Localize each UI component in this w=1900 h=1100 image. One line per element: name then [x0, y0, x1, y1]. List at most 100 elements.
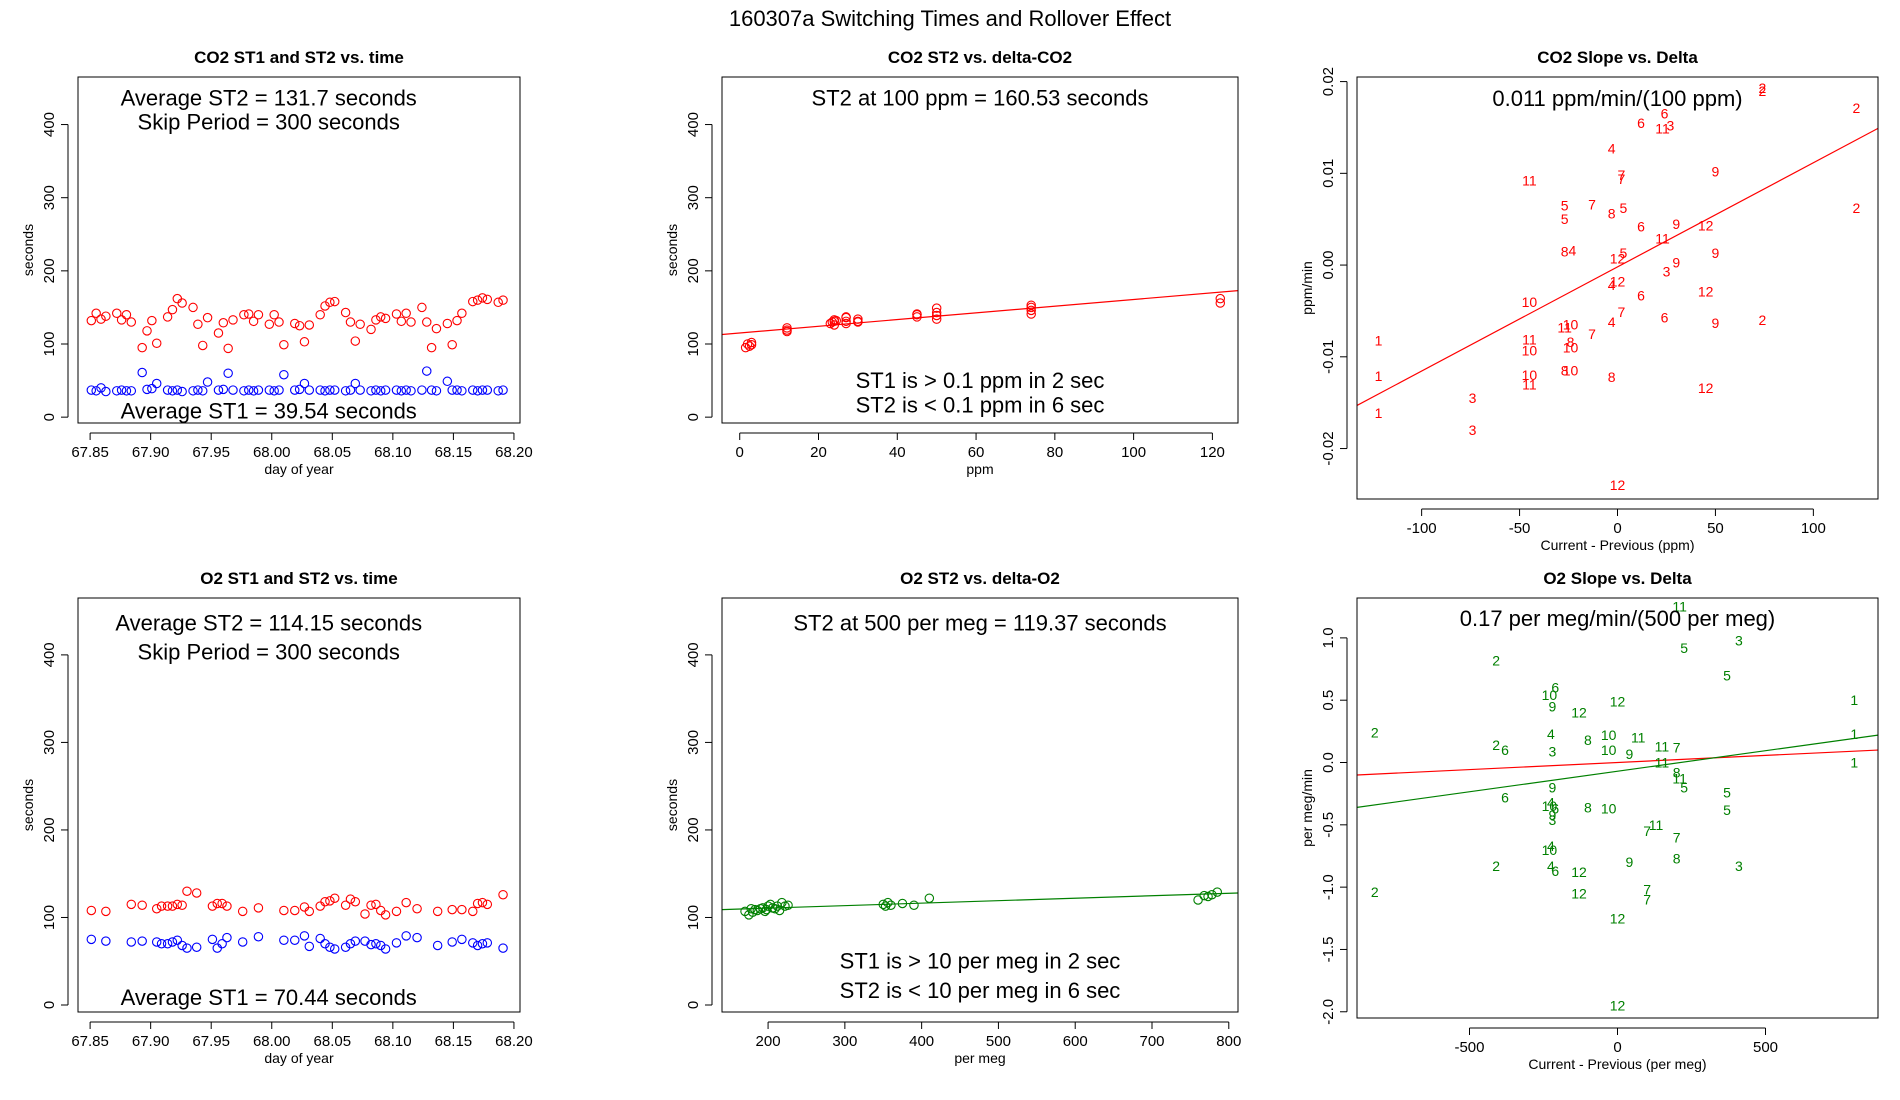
data-point [86, 385, 97, 395]
data-point [770, 903, 780, 914]
fit-line [1357, 127, 1878, 406]
series-st1 [86, 931, 508, 954]
data-point [315, 309, 325, 320]
point-label: 4 [1569, 242, 1577, 258]
data-point [147, 383, 157, 394]
data-point [228, 385, 238, 395]
point-label: 7 [1643, 882, 1651, 898]
point-label: 12 [1610, 251, 1626, 267]
point-label: 9 [1548, 807, 1556, 823]
point-label: 4 [1547, 794, 1555, 810]
x-tick-label: 500 [986, 1033, 1011, 1050]
point-label: 8 [1561, 243, 1569, 259]
series-st2 [86, 886, 508, 920]
point-label: 3 [1735, 632, 1743, 648]
point-label: 12 [1571, 864, 1587, 880]
data-point [237, 937, 248, 947]
data-point [269, 309, 279, 320]
x-axis-label: day of year [264, 461, 334, 477]
y-tick-label: 200 [41, 817, 58, 842]
y-tick-label: 400 [685, 112, 702, 137]
data-point [315, 385, 325, 395]
data-point [412, 932, 422, 943]
point-label: 10 [1542, 842, 1558, 858]
point-label: 6 [1551, 801, 1559, 817]
point-label: 5 [1561, 197, 1569, 213]
figure-title: 160307a Switching Times and Rollover Eff… [729, 6, 1171, 31]
y-tick-label: 100 [41, 905, 58, 930]
point-label: 7 [1618, 171, 1626, 187]
plot-frame [77, 597, 521, 1013]
annotation: Average ST1 = 70.44 seconds [121, 985, 417, 1010]
x-tick-label: 68.00 [253, 444, 291, 461]
point-label: 10 [1563, 317, 1579, 333]
data-point [477, 897, 488, 908]
annotation: ST1 is > 10 per meg in 2 sec [840, 948, 1121, 973]
data-point [137, 936, 147, 946]
data-point [112, 308, 122, 319]
data-point [841, 316, 851, 327]
point-label: 11 [1655, 738, 1670, 754]
x-tick-label: 67.90 [132, 1033, 170, 1050]
data-point [188, 302, 198, 313]
x-tick-label: 20 [810, 444, 827, 461]
data-point [841, 312, 851, 323]
point-label: 8 [1673, 764, 1681, 780]
data-point [116, 385, 127, 395]
data-point [222, 932, 232, 943]
point-label: 1 [1850, 692, 1858, 708]
point-label: 2 [1853, 100, 1861, 116]
data-point [498, 295, 508, 305]
data-point [391, 385, 402, 395]
data-point [763, 901, 773, 911]
data-point [151, 903, 162, 914]
data-point [1026, 305, 1036, 316]
data-point [380, 313, 391, 324]
data-point [325, 297, 335, 308]
point-label: 1 [1850, 755, 1858, 771]
x-tick-label: 68.20 [495, 1033, 533, 1050]
data-point [345, 894, 356, 904]
data-point [86, 934, 97, 945]
y-axis-label: seconds [664, 224, 680, 276]
y-tick-label: 100 [685, 331, 702, 356]
point-label: 12 [1610, 998, 1626, 1014]
data-point [375, 905, 386, 916]
data-point [279, 369, 289, 380]
data-point [371, 385, 381, 395]
point-label: 6 [1637, 287, 1645, 303]
plot-title: CO2 ST1 and ST2 vs. time [194, 48, 404, 67]
data-point [172, 899, 183, 910]
y-tick-label: -1.0 [1320, 874, 1337, 900]
data-point [371, 315, 381, 325]
point-label: 12 [1698, 218, 1714, 234]
data-point [340, 900, 351, 910]
data-point [447, 339, 457, 350]
data-point [350, 936, 361, 946]
data-point [243, 309, 254, 319]
data-point [426, 342, 437, 353]
point-label: 9 [1548, 698, 1556, 714]
data-point [442, 376, 453, 387]
y-axis-label: seconds [664, 779, 680, 831]
data-point [472, 940, 483, 951]
data-point [498, 889, 508, 900]
data-point [350, 896, 361, 907]
point-label: 10 [1601, 742, 1617, 758]
point-label: 3 [1469, 422, 1477, 438]
data-point [86, 315, 97, 326]
data-point [325, 942, 335, 952]
data-point [493, 297, 503, 308]
data-point [366, 324, 376, 335]
data-point [191, 888, 202, 898]
annotation: Average ST2 = 114.15 seconds [115, 611, 422, 636]
x-tick-label: 80 [1046, 444, 1063, 461]
y-tick-label: 300 [41, 185, 58, 210]
y-tick-label: 0 [685, 413, 702, 421]
data-point [167, 386, 178, 396]
series-st2 [86, 293, 508, 354]
data-point [482, 938, 493, 948]
data-point [193, 385, 203, 395]
point-label: 1 [1375, 368, 1383, 384]
y-axis-label: ppm/min [1299, 261, 1315, 315]
